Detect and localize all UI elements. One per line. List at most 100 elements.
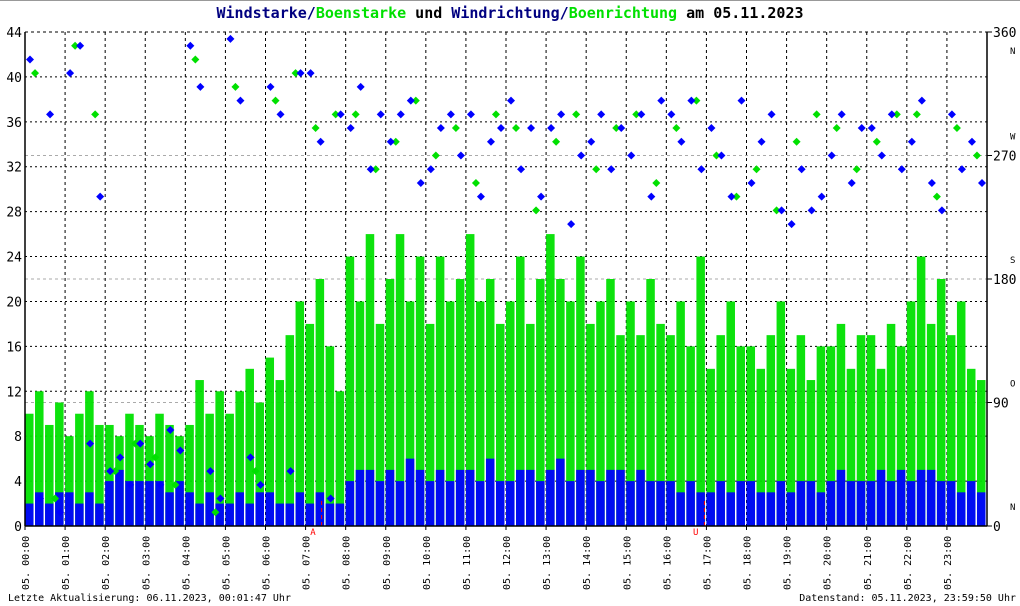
y2-direction-label: N bbox=[1010, 47, 1015, 57]
wind-direction-point bbox=[907, 137, 916, 146]
wind-direction-point bbox=[707, 124, 716, 133]
gust-bar bbox=[826, 346, 836, 526]
gust-bar bbox=[876, 368, 886, 526]
wind-speed-bar bbox=[125, 481, 134, 526]
gust-direction-point bbox=[752, 165, 761, 174]
wind-speed-bar bbox=[806, 481, 816, 526]
gust-direction-point bbox=[612, 124, 621, 133]
wind-direction-point bbox=[937, 206, 946, 215]
wind-direction-point bbox=[96, 192, 105, 201]
gust-bar bbox=[415, 256, 425, 526]
gust-direction-point bbox=[331, 110, 340, 119]
wind-speed-bar bbox=[936, 481, 946, 526]
wind-direction-point bbox=[887, 110, 896, 119]
gust-bar bbox=[816, 346, 826, 526]
wind-speed-bar bbox=[465, 469, 475, 526]
wind-direction-point bbox=[767, 110, 776, 119]
gust-direction-point bbox=[171, 480, 180, 489]
gust-direction-point bbox=[51, 494, 60, 503]
gust-direction-point bbox=[712, 151, 721, 160]
wind-speed-bar bbox=[355, 469, 365, 526]
wind-speed-bar bbox=[886, 481, 896, 526]
gust-bar bbox=[676, 301, 685, 526]
gust-direction-point bbox=[852, 165, 861, 174]
wind-direction-point bbox=[747, 178, 756, 187]
y2-direction-label: W bbox=[1010, 133, 1016, 143]
gust-bar bbox=[546, 234, 555, 526]
wind-speed-bar bbox=[796, 481, 806, 526]
gust-bar bbox=[846, 368, 856, 526]
gust-bar bbox=[626, 301, 635, 526]
wind-speed-bar bbox=[676, 492, 685, 526]
wind-speed-bar bbox=[165, 492, 174, 526]
wind-speed-bar bbox=[646, 481, 655, 526]
wind-direction-point bbox=[967, 137, 976, 146]
wind-direction-point bbox=[947, 110, 956, 119]
gust-direction-point bbox=[832, 124, 841, 133]
y-tick-label: 28 bbox=[6, 206, 22, 221]
gust-direction-point bbox=[291, 69, 300, 78]
wind-speed-bar bbox=[25, 503, 34, 526]
wind-speed-bar bbox=[776, 481, 786, 526]
x-tick-label: 05. 07:00 bbox=[302, 536, 313, 590]
y-tick-label: 4 bbox=[14, 475, 22, 490]
last-update-text: Letzte Aktualisierung: 06.11.2023, 00:01… bbox=[8, 593, 291, 604]
wind-speed-bar bbox=[816, 492, 826, 526]
gust-bar bbox=[275, 380, 285, 526]
wind-direction-point bbox=[466, 110, 475, 119]
gust-bar bbox=[656, 323, 665, 526]
gust-bar bbox=[706, 368, 715, 526]
wind-direction-point bbox=[156, 480, 165, 489]
wind-speed-bar bbox=[706, 492, 715, 526]
gust-direction-point bbox=[732, 192, 741, 201]
title-windstarke: Windstarke/ bbox=[216, 4, 316, 22]
wind-direction-point bbox=[256, 480, 265, 489]
wind-speed-bar bbox=[215, 503, 224, 526]
gust-bar bbox=[856, 335, 866, 526]
x-tick-label: 05. 02:00 bbox=[101, 536, 112, 590]
wind-direction-point bbox=[897, 165, 906, 174]
title-boenrichtung: Boenrichtung bbox=[568, 4, 678, 22]
gust-direction-point bbox=[351, 110, 360, 119]
wind-direction-point bbox=[126, 480, 135, 489]
wind-speed-bar bbox=[616, 469, 625, 526]
gust-bar bbox=[195, 380, 204, 526]
gust-bar bbox=[435, 256, 445, 526]
gust-direction-point bbox=[592, 165, 601, 174]
gust-direction-point bbox=[812, 110, 821, 119]
gust-direction-point bbox=[672, 124, 681, 133]
gust-bar bbox=[736, 346, 745, 526]
x-tick-label: 05. 22:00 bbox=[903, 536, 914, 590]
wind-direction-point bbox=[877, 151, 886, 160]
gust-direction-point bbox=[451, 124, 460, 133]
gust-bar bbox=[756, 368, 766, 526]
x-tick-label: 05. 04:00 bbox=[181, 536, 192, 590]
y-tick-label: 20 bbox=[6, 295, 22, 310]
gust-bar bbox=[495, 323, 505, 526]
wind-speed-bar bbox=[45, 503, 54, 526]
gust-bar bbox=[95, 424, 104, 526]
wind-speed-bar bbox=[305, 503, 315, 526]
wind-direction-point bbox=[396, 110, 405, 119]
wind-direction-point bbox=[356, 82, 365, 91]
wind-direction-point bbox=[196, 82, 205, 91]
gust-bar bbox=[636, 335, 645, 526]
wind-speed-bar bbox=[455, 469, 465, 526]
gust-bar bbox=[75, 413, 84, 526]
y2-tick-label: 180 bbox=[993, 273, 1016, 288]
gust-bar bbox=[646, 279, 655, 526]
y-tick-label: 32 bbox=[6, 161, 22, 176]
gust-bar bbox=[666, 335, 675, 526]
wind-direction-point bbox=[166, 425, 175, 434]
gust-direction-point bbox=[872, 137, 881, 146]
wind-speed-bar bbox=[395, 481, 405, 526]
wind-speed-bar bbox=[856, 481, 866, 526]
wind-direction-point bbox=[116, 453, 125, 462]
gust-bar bbox=[946, 335, 956, 526]
wind-direction-point bbox=[426, 165, 435, 174]
gust-bar bbox=[25, 413, 34, 526]
sun-marker-label: U bbox=[693, 528, 698, 538]
wind-direction-point bbox=[757, 137, 766, 146]
x-tick-label: 05. 10:00 bbox=[422, 536, 433, 590]
